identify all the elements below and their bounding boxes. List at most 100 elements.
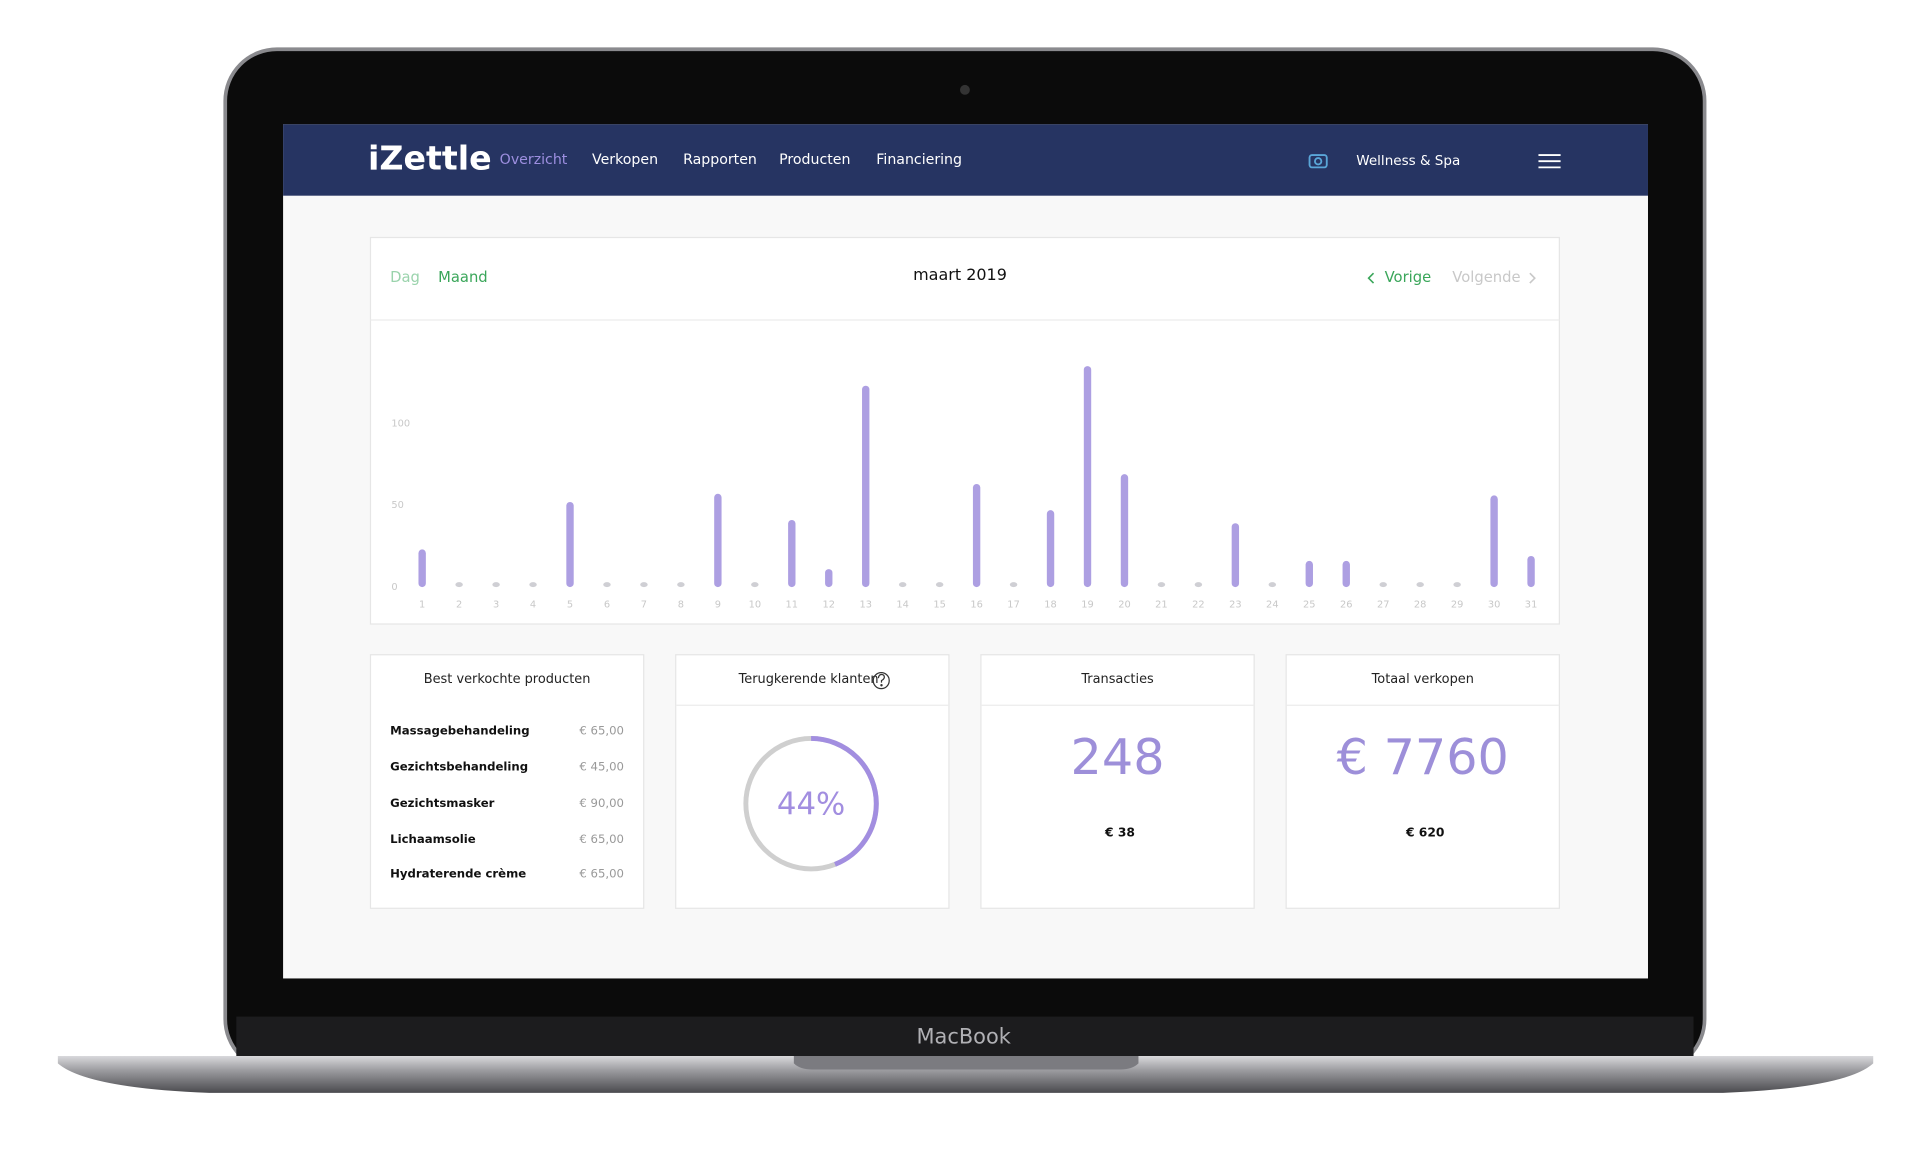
period-tab[interactable]: Maand <box>438 269 488 286</box>
card-title: Transacties <box>1080 672 1154 687</box>
laptop-notch <box>793 1055 1139 1070</box>
bar <box>1453 582 1461 588</box>
nav-item[interactable]: Overzicht <box>500 152 568 168</box>
card-title: Terugkerende klanten <box>738 672 879 687</box>
card-title: Best verkochte producten <box>424 672 591 687</box>
card <box>675 654 950 909</box>
bar <box>1416 582 1424 588</box>
x-tick-label: 21 <box>1155 599 1168 610</box>
x-tick-label: 14 <box>896 599 909 610</box>
x-tick-label: 13 <box>859 599 872 610</box>
bar <box>492 582 500 588</box>
bar <box>566 501 574 588</box>
webcam <box>960 84 970 95</box>
kpi-sub: € 620 <box>1405 826 1445 840</box>
x-tick-label: 24 <box>1266 599 1279 610</box>
menu-icon[interactable] <box>1538 154 1561 169</box>
x-tick-label: 8 <box>678 599 684 610</box>
y-tick-label: 0 <box>391 582 397 593</box>
x-tick-label: 3 <box>493 599 499 610</box>
bar <box>935 582 944 588</box>
bar <box>455 582 463 588</box>
prev-chevron[interactable] <box>1367 272 1375 284</box>
nav-item[interactable]: Verkopen <box>592 152 658 168</box>
account-name[interactable]: Wellness & Spa <box>1356 153 1460 169</box>
kpi-value: 248 <box>1071 728 1165 786</box>
next-chevron[interactable] <box>1529 272 1536 284</box>
x-tick-label: 7 <box>641 599 647 610</box>
x-tick-label: 16 <box>970 599 983 610</box>
bar <box>1157 582 1166 588</box>
product-name: Gezichtsmasker <box>390 796 495 810</box>
product-name: Hydraterende crème <box>390 866 526 880</box>
bar <box>788 519 796 588</box>
laptop-base <box>57 1055 1874 1093</box>
x-tick-label: 9 <box>715 599 721 610</box>
nav-item[interactable]: Producten <box>779 152 850 168</box>
x-tick-label: 15 <box>933 599 946 610</box>
x-tick-label: 17 <box>1007 599 1020 610</box>
bar <box>1231 523 1240 588</box>
product-price: € 65,00 <box>579 832 624 846</box>
x-tick-label: 10 <box>749 599 762 610</box>
x-tick-label: 6 <box>604 599 610 610</box>
x-tick-label: 29 <box>1451 599 1464 610</box>
y-tick-label: 100 <box>391 418 410 429</box>
bar <box>825 569 833 588</box>
x-tick-label: 11 <box>786 599 799 610</box>
camera-icon[interactable] <box>1308 154 1328 169</box>
logo[interactable]: iZettle <box>368 138 492 177</box>
x-tick-label: 26 <box>1340 599 1353 610</box>
device-label: MacBook <box>917 1025 1012 1049</box>
x-tick-label: 2 <box>456 599 462 610</box>
kpi-value: € 7760 <box>1337 728 1509 786</box>
product-price: € 65,00 <box>579 724 624 738</box>
x-tick-label: 23 <box>1229 599 1242 610</box>
product-name: Massagebehandeling <box>390 724 529 738</box>
card <box>980 654 1255 909</box>
bar <box>1046 510 1055 588</box>
x-tick-label: 28 <box>1414 599 1427 610</box>
x-tick-label: 31 <box>1525 599 1538 610</box>
next-button[interactable]: Volgende <box>1452 269 1520 286</box>
nav-item[interactable]: Financiering <box>876 152 962 168</box>
bar <box>1268 582 1277 588</box>
card-title: Totaal verkopen <box>1371 672 1474 687</box>
card <box>1285 654 1560 909</box>
bar <box>751 582 759 588</box>
prev-button[interactable]: Vorige <box>1385 269 1432 286</box>
x-tick-label: 18 <box>1044 599 1057 610</box>
bar <box>1305 560 1313 588</box>
bar <box>1009 582 1018 588</box>
bar <box>1194 582 1203 588</box>
donut-label: 44% <box>777 787 845 823</box>
x-tick-label: 12 <box>823 599 836 610</box>
x-tick-label: 27 <box>1377 599 1390 610</box>
help-icon[interactable] <box>872 671 890 690</box>
bar <box>898 582 907 588</box>
bar <box>972 483 981 588</box>
bar <box>418 549 426 588</box>
bar <box>640 582 648 588</box>
bar <box>677 582 685 588</box>
donut-arc <box>743 735 879 872</box>
x-tick-label: 5 <box>567 599 573 610</box>
nav-item[interactable]: Rapporten <box>683 152 757 168</box>
period-tab[interactable]: Dag <box>390 269 420 286</box>
x-tick-label: 25 <box>1303 599 1316 610</box>
bar <box>1490 495 1498 588</box>
product-price: € 90,00 <box>579 796 624 810</box>
bar <box>1342 560 1350 588</box>
chart-card <box>369 236 1560 625</box>
kpi-sub: € 38 <box>1104 826 1135 840</box>
product-name: Gezichtsbehandeling <box>390 759 528 773</box>
bar <box>714 493 722 588</box>
product-name: Lichaamsolie <box>390 832 476 846</box>
x-tick-label: 4 <box>530 599 536 610</box>
x-tick-label: 19 <box>1081 599 1094 610</box>
card <box>369 654 645 909</box>
bar <box>1379 582 1387 588</box>
bar <box>1527 555 1535 588</box>
